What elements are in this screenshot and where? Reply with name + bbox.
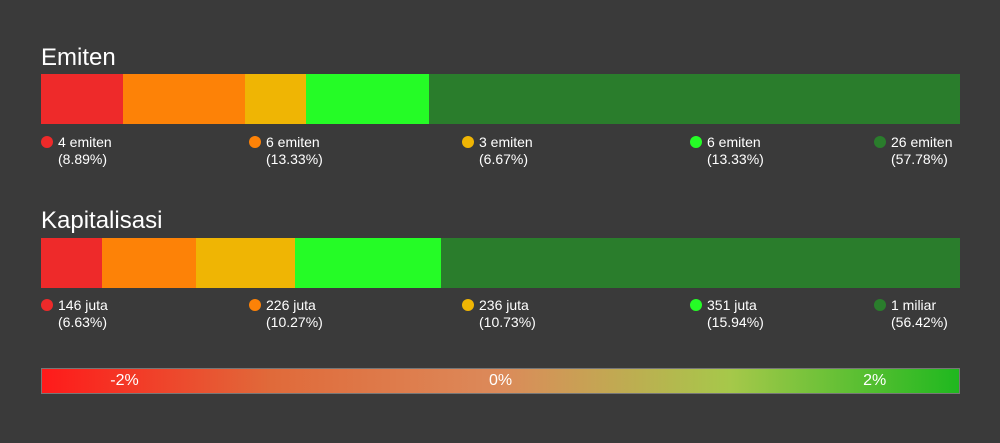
emiten-title: Emiten xyxy=(41,44,116,71)
emiten-bar xyxy=(41,74,960,124)
kapitalisasi-bar-segment xyxy=(441,238,960,288)
legend-percent: (15.94%) xyxy=(707,314,764,330)
emiten-section: Emiten 4 emiten (8.89%) 6 emiten (13.33%) 3 … xyxy=(41,44,960,167)
emiten-legend: 4 emiten (8.89%) 6 emiten (13.33%) 3 emiten(… xyxy=(41,134,960,178)
emiten-bar-segment xyxy=(306,74,429,124)
kapitalisasi-legend-item: 226 juta (10.27%) xyxy=(249,297,323,331)
emiten-bar-segment xyxy=(41,74,123,124)
legend-label: 226 juta xyxy=(266,297,316,313)
legend-percent: (13.33%) xyxy=(707,151,764,167)
legend-dot-icon xyxy=(874,136,886,148)
legend-dot-icon xyxy=(690,299,702,311)
kapitalisasi-legend-item: 1 miliar (56.42%) xyxy=(874,297,948,331)
legend-percent: (8.89%) xyxy=(58,151,108,167)
legend-percent: (6.67%) xyxy=(479,151,529,167)
emiten-bar-segment xyxy=(122,74,246,124)
legend-label: 6 emiten xyxy=(266,134,320,150)
kapitalisasi-bar-segment xyxy=(101,238,197,288)
kapitalisasi-title: Kapitalisasi xyxy=(41,207,163,234)
legend-dot-icon xyxy=(690,136,702,148)
legend-dot-icon xyxy=(874,299,886,311)
scale-label-right: 2% xyxy=(863,372,887,389)
legend-dot-icon xyxy=(41,136,53,148)
emiten-legend-item: 26 emiten (57.78%) xyxy=(874,134,952,168)
color-scale: -2% 0% 2% xyxy=(41,368,960,394)
legend-percent: (13.33%) xyxy=(266,151,323,167)
kapitalisasi-legend-item: 351 juta (15.94%) xyxy=(690,297,764,331)
scale-label-left: -2% xyxy=(110,372,139,389)
legend-dot-icon xyxy=(249,299,261,311)
legend-label: 351 juta xyxy=(707,297,757,313)
legend-label: 6 emiten xyxy=(707,134,761,150)
emiten-legend-item: 3 emiten (6.67%) xyxy=(462,134,533,168)
legend-dot-icon xyxy=(249,136,261,148)
emiten-bar-segment xyxy=(245,74,307,124)
emiten-legend-item: 6 emiten (13.33%) xyxy=(249,134,323,168)
legend-label: 1 miliar xyxy=(891,297,937,313)
kapitalisasi-legend-item: 236 juta (10.73%) xyxy=(462,297,536,331)
kapitalisasi-bar-segment xyxy=(294,238,442,288)
legend-dot-icon xyxy=(41,299,53,311)
kapitalisasi-legend-item: 146 juta (6.63%) xyxy=(41,297,108,331)
emiten-bar-segment xyxy=(428,74,960,124)
legend-percent: (6.63%) xyxy=(58,314,108,330)
legend-percent: (10.27%) xyxy=(266,314,323,330)
legend-dot-icon xyxy=(462,136,474,148)
legend-percent: (57.78%) xyxy=(891,151,948,167)
legend-label: 4 emiten xyxy=(58,134,112,150)
legend-label: 146 juta xyxy=(58,297,108,313)
scale-label-center: 0% xyxy=(488,372,513,389)
legend-percent: (56.42%) xyxy=(891,314,948,330)
kapitalisasi-legend: 146 juta (6.63%) 226 juta (10.27%) 236 juta(… xyxy=(41,297,960,341)
legend-label: 236 juta xyxy=(479,297,529,313)
legend-percent: (10.73%) xyxy=(479,314,536,330)
legend-label: 26 emiten xyxy=(891,134,953,150)
emiten-legend-item: 4 emiten (8.89%) xyxy=(41,134,112,168)
emiten-legend-item: 6 emiten (13.33%) xyxy=(690,134,764,168)
kapitalisasi-bar-segment xyxy=(41,238,102,288)
legend-dot-icon xyxy=(462,299,474,311)
kapitalisasi-bar-segment xyxy=(196,238,295,288)
kapitalisasi-section: Kapitalisasi 146 juta (6.63%) 226 juta (10.… xyxy=(41,207,960,330)
legend-label: 3 emiten xyxy=(479,134,533,150)
kapitalisasi-bar xyxy=(41,238,960,288)
